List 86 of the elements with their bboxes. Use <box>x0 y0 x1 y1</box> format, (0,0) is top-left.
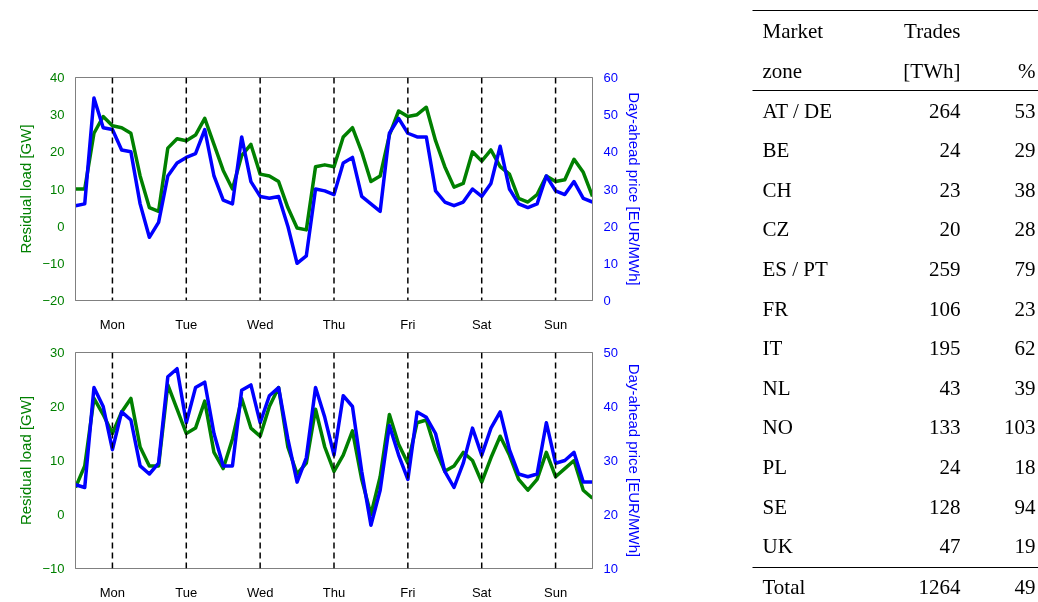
y-tick-label: 20 <box>50 399 65 414</box>
data-label: 39 <box>1014 375 1036 400</box>
data-label: 264 <box>929 98 961 123</box>
y2-tick-label: 20 <box>603 218 618 234</box>
y-tick-label: −10 <box>42 561 65 576</box>
category-label: IT <box>762 336 783 361</box>
y2-tick-label: 20 <box>603 507 618 522</box>
line-series <box>75 366 593 528</box>
text: Market zone <box>762 18 824 83</box>
y2-tick-label: 30 <box>603 453 618 468</box>
y-tick-label: 30 <box>50 345 65 360</box>
y-tick-label: 40 <box>50 70 65 85</box>
data-label: 24 <box>939 454 961 479</box>
line-series <box>75 96 593 266</box>
data-label: 94 <box>1014 494 1036 519</box>
category-label: AT / DE <box>762 98 833 123</box>
data-label: 18 <box>1014 454 1036 479</box>
x-tick-label: Wed <box>246 316 274 332</box>
data-label: 53 <box>1014 98 1036 123</box>
x-tick-label: Sun <box>544 316 568 332</box>
y2-tick-label: 40 <box>603 399 618 414</box>
data-label: 29 <box>1014 138 1036 163</box>
y-tick-label: 20 <box>50 144 65 160</box>
data-label: 1264 <box>918 574 961 599</box>
category-label: NL <box>762 375 791 400</box>
y-tick-label: −20 <box>42 293 65 308</box>
category-label: NO <box>762 415 793 440</box>
y2-tick-label: 50 <box>603 345 618 360</box>
y2-tick-label: 30 <box>603 181 618 197</box>
series-label: Trades [TWh] <box>903 18 961 83</box>
data-label: 23 <box>939 177 961 202</box>
x-tick-label: Sat <box>471 584 492 600</box>
y2-tick-label: 40 <box>603 144 618 160</box>
category-label: UK <box>762 534 793 559</box>
data-label: 23 <box>1014 296 1036 321</box>
data-label: 106 <box>929 296 961 321</box>
category-label: BE <box>762 138 790 163</box>
category-label: CH <box>762 177 792 202</box>
data-label: 259 <box>929 256 961 281</box>
x-tick-label: Wed <box>246 584 274 600</box>
y2-tick-label: 10 <box>603 255 618 271</box>
y-tick-label: 10 <box>50 181 65 197</box>
x-tick-label: Thu <box>322 316 346 332</box>
y2-tick-label: 50 <box>603 107 618 123</box>
y2-axis-title: Day-ahead price [EUR/MWh] <box>625 92 643 286</box>
data-label: 24 <box>939 138 961 163</box>
data-label: 19 <box>1014 534 1036 559</box>
data-label: 47 <box>939 534 961 559</box>
x-tick-label: Mon <box>99 584 126 600</box>
y-tick-label: 30 <box>50 107 65 123</box>
data-label: 28 <box>1014 217 1036 242</box>
data-label: 133 <box>929 415 961 440</box>
x-tick-label: Tue <box>175 316 198 332</box>
y2-tick-label: 0 <box>603 293 611 308</box>
x-tick-label: Mon <box>99 316 126 332</box>
x-tick-label: Sun <box>544 584 568 600</box>
data-label: 195 <box>929 336 961 361</box>
data-label: 43 <box>939 375 961 400</box>
x-tick-label: Fri <box>400 316 416 332</box>
data-label: 20 <box>939 217 961 242</box>
y2-axis-title: Day-ahead price [EUR/MWh] <box>625 363 643 558</box>
data-label: 128 <box>929 494 961 519</box>
y-tick-label: 0 <box>57 218 65 234</box>
y2-tick-label: 60 <box>603 70 618 85</box>
x-tick-label: Thu <box>322 584 346 600</box>
data-label: 62 <box>1014 336 1036 361</box>
category-label: SE <box>762 494 788 519</box>
x-tick-label: Sat <box>471 316 492 332</box>
data-label: 49 <box>1014 574 1036 599</box>
category-label: CZ <box>762 217 790 242</box>
category-label: PL <box>762 454 788 479</box>
category-label: FR <box>762 296 789 321</box>
y-axis-title: Residual load [GW] <box>17 395 35 526</box>
x-tick-label: Fri <box>400 584 416 600</box>
text: % <box>1018 58 1036 83</box>
y-tick-label: 0 <box>57 507 65 522</box>
y2-tick-label: 10 <box>603 561 618 576</box>
data-label: 38 <box>1014 177 1036 202</box>
y-tick-label: 10 <box>50 453 65 468</box>
y-tick-label: −10 <box>42 255 65 271</box>
y-axis-title: Residual load [GW] <box>17 124 35 254</box>
category-label: ES / PT <box>762 256 829 281</box>
data-label: 79 <box>1014 256 1036 281</box>
data-label: 103 <box>1004 415 1036 440</box>
x-tick-label: Tue <box>175 584 198 600</box>
category-label: Total <box>762 574 806 599</box>
